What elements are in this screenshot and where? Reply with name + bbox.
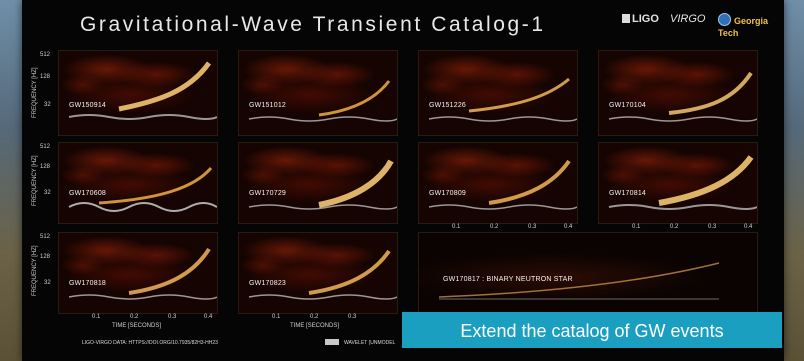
legend-swatch	[325, 339, 339, 345]
spectrogram-heatmap	[599, 143, 757, 223]
poster-title: Gravitational-Wave Transient Catalog-1	[80, 13, 546, 36]
x-axis: 0.1 0.2 0.3 0.4	[92, 314, 213, 320]
y-axis: 512 128 32 FREQUENCY [HZ]	[32, 52, 51, 118]
chirp-track	[68, 61, 217, 120]
chirp-track	[608, 155, 757, 210]
chirp-track	[428, 159, 577, 210]
chirp-track	[608, 71, 757, 122]
chirp-track	[68, 167, 217, 212]
chirp-track	[248, 80, 397, 122]
spectrogram-heatmap	[419, 233, 757, 313]
y-axis: 512 128 32 FREQUENCY [HZ]	[32, 234, 51, 296]
chirp-track	[248, 249, 397, 300]
event-label: GW170818	[69, 280, 107, 287]
x-axis-label: TIME [SECONDS]	[112, 323, 162, 329]
georgia-tech-logo: Georgia Tech	[718, 13, 784, 39]
chirp-track	[68, 247, 217, 300]
spectrogram-heatmap	[239, 233, 397, 313]
spectrogram-panel: GW170818	[58, 232, 218, 314]
data-doi-text: LIGO-VIRGO DATA: HTTPS://DOI.ORG/10.7935…	[82, 340, 218, 346]
chirp-track	[428, 77, 577, 122]
spectrogram-panel: GW170809	[418, 142, 578, 224]
spectrogram-panel: GW151012	[238, 50, 398, 136]
spectrogram-panel: GW170729	[238, 142, 398, 224]
spectrogram-panel: GW170608	[58, 142, 218, 224]
event-label: GW151012	[249, 102, 287, 109]
y-axis: 512 128 32 FREQUENCY [HZ]	[32, 144, 51, 206]
event-label: GW151226	[429, 102, 467, 109]
x-axis-label: TIME [SECONDS]	[290, 323, 340, 329]
event-label: GW170809	[429, 190, 467, 197]
spectrogram-panel-bns: GW170817 : BINARY NEUTRON STAR	[418, 232, 758, 314]
spectrogram-heatmap	[239, 143, 397, 223]
event-label: GW170823	[249, 280, 287, 287]
globe-icon	[718, 13, 731, 26]
spectrogram-panel: GW170104	[598, 50, 758, 136]
extend-catalog-button[interactable]: Extend the catalog of GW events	[402, 312, 782, 348]
x-axis: 0.1 0.2 0.3	[272, 314, 357, 320]
spectrogram-heatmap	[59, 51, 217, 135]
event-label: GW150914	[69, 102, 107, 109]
chirp-track	[438, 262, 720, 300]
event-label: GW170104	[609, 102, 647, 109]
catalog-poster: Gravitational-Wave Transient Catalog-1 L…	[22, 0, 784, 361]
event-label: GW170817 : BINARY NEUTRON STAR	[443, 276, 573, 283]
x-axis: 0.1 0.2 0.3 0.4	[452, 224, 573, 230]
event-label: GW170814	[609, 190, 647, 197]
spectrogram-panel: GW170823	[238, 232, 398, 314]
spectrogram-heatmap	[59, 233, 217, 313]
chirp-track	[248, 159, 397, 210]
x-axis: 0.1 0.2 0.3 0.4	[632, 224, 753, 230]
spectrogram-heatmap	[419, 51, 577, 135]
legend-text: WAVELET (UNMODEL	[344, 340, 396, 346]
spectrogram-panel: GW150914	[58, 50, 218, 136]
virgo-logo: VIRGO	[670, 13, 706, 25]
spectrogram-heatmap	[419, 143, 577, 223]
spectrogram-panel: GW151226	[418, 50, 578, 136]
spectrogram-panel: GW170814	[598, 142, 758, 224]
event-label: GW170608	[69, 190, 107, 197]
ligo-logo: LIGO	[622, 13, 659, 25]
event-label: GW170729	[249, 190, 287, 197]
